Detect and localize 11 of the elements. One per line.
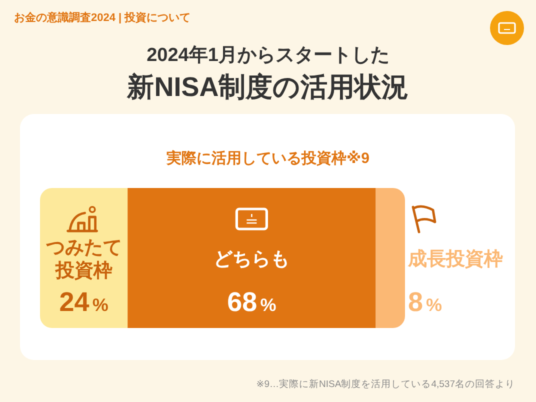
series-label: つみたて投資枠 [46, 238, 122, 282]
series-label: 成長投資枠 [407, 248, 503, 270]
text: 実際に活用している投資枠※9 [166, 149, 370, 167]
chart-title: 新NISA制度の活用状況 [126, 72, 409, 102]
data-label: 68% [227, 287, 276, 317]
text: お金の意識調査2024 | 投資について [14, 11, 191, 24]
chart-subtitle: 2024年1月からスタートした [146, 45, 390, 66]
data-label: 24% [59, 287, 108, 317]
text: ※9…実際に新NISA制度を活用している4,537名の回答より [256, 378, 515, 390]
series-label: どちらも [214, 249, 290, 270]
data-label: 8% [408, 287, 442, 317]
